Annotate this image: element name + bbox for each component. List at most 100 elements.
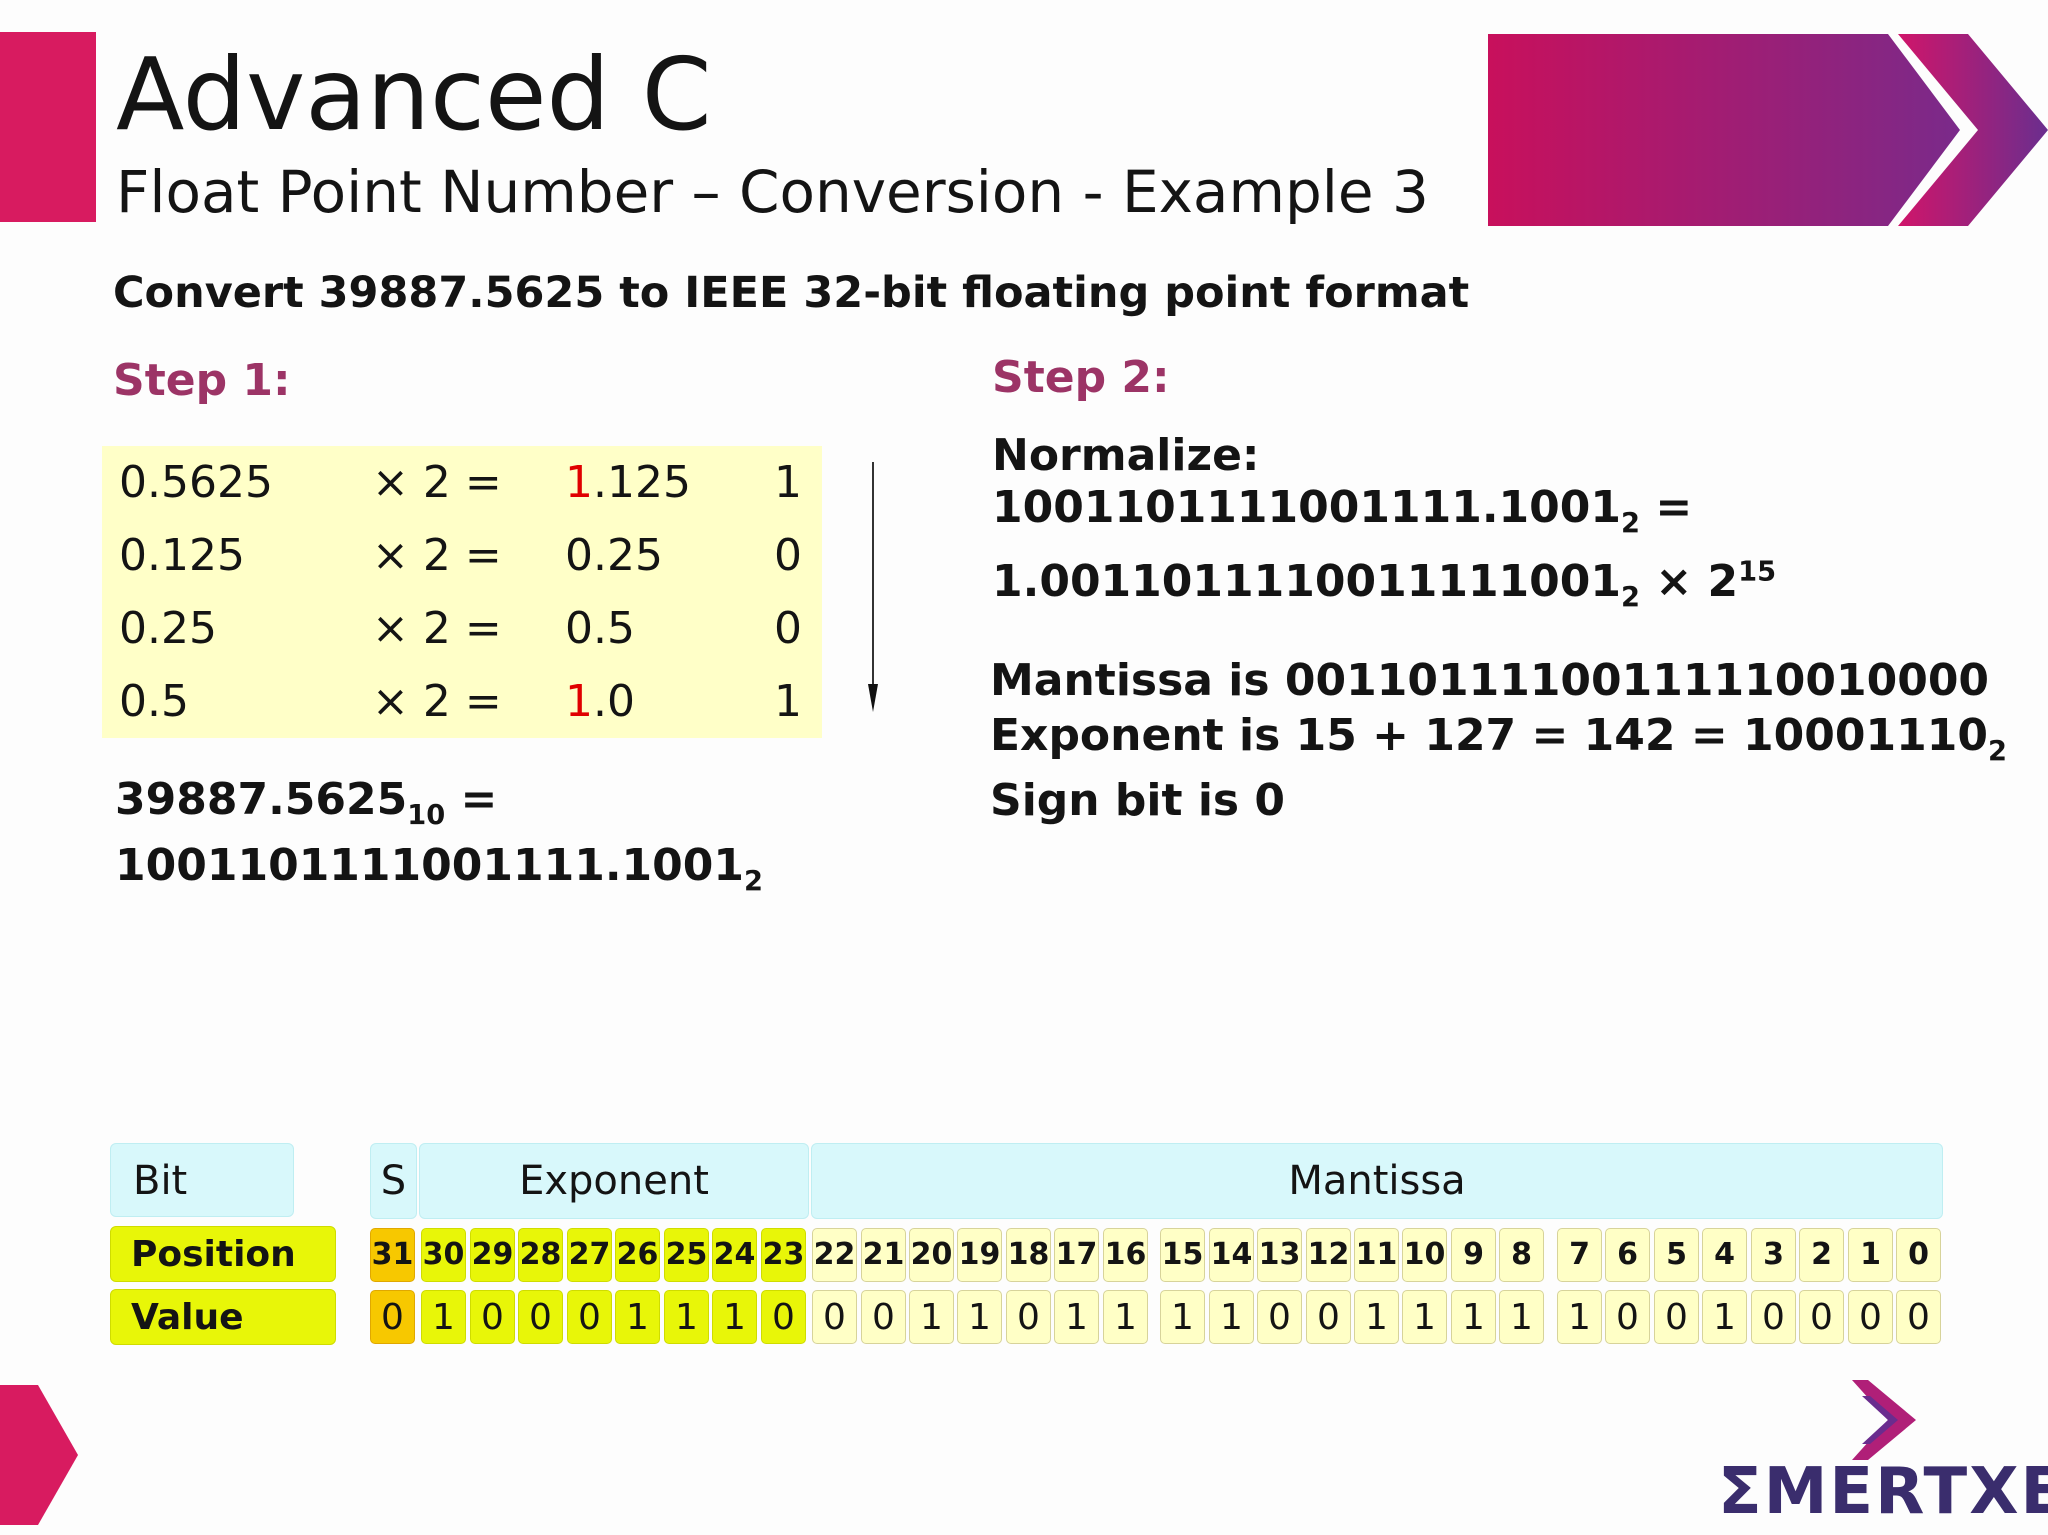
integer-part: 1: [565, 676, 593, 727]
bit-value-cell: 0: [1306, 1290, 1351, 1344]
bit-value-cell: 1: [1209, 1290, 1254, 1344]
product-value: 0.5: [565, 592, 635, 665]
bit-value-cell: 1: [909, 1290, 954, 1344]
bit-position-cell: 0: [1896, 1228, 1941, 1282]
bit-position-cell: 11: [1354, 1228, 1399, 1282]
bit-position-cell: 1: [1848, 1228, 1893, 1282]
bit-position-cell: 9: [1451, 1228, 1496, 1282]
binary-value: 1001101111001111.1001: [115, 840, 745, 891]
bit-value-cell: 0: [567, 1290, 612, 1344]
fraction-part: .5: [593, 603, 635, 654]
bit-value-cell: 1: [1402, 1290, 1447, 1344]
chevron-banner-icon: [1488, 34, 2048, 226]
bit-position-cell: 27: [567, 1228, 612, 1282]
bit-value-cell: 0: [1848, 1290, 1893, 1344]
bit-position-cell: 12: [1306, 1228, 1351, 1282]
bit-value-cell: 1: [1160, 1290, 1205, 1344]
bit-value-cell: 1: [1702, 1290, 1747, 1344]
multiplication-table: 0.5625 × 2 = 1.125 1 0.125 × 2 = 0.25 0 0.25 × 2 …: [102, 446, 822, 738]
bit-value-cell: 0: [761, 1290, 806, 1344]
product-value: 1.125: [565, 446, 691, 519]
value-row-label: Value: [110, 1289, 336, 1345]
multiply-op: × 2 =: [372, 676, 502, 727]
binary-result: 1001101111001111.10012: [115, 836, 763, 912]
sign-header: S: [370, 1143, 417, 1219]
equals-sign: =: [445, 774, 498, 825]
base-subscript: 10: [407, 799, 446, 831]
bit-position-cell: 7: [1557, 1228, 1602, 1282]
bit-position-cell: 20: [909, 1228, 954, 1282]
multiply-op: × 2 =: [372, 457, 502, 508]
base-subscript: 2: [744, 865, 764, 897]
bit-position-cell: 13: [1257, 1228, 1302, 1282]
base-subscript: 2: [1987, 735, 2007, 767]
bit-position-cell: 4: [1702, 1228, 1747, 1282]
bit-position-cell: 22: [812, 1228, 857, 1282]
bit-value-cell: 0: [1605, 1290, 1650, 1344]
multiplication-row: 0.125 × 2 = 0.25 0: [102, 519, 822, 592]
question-text: Convert 39887.5625 to IEEE 32-bit floati…: [113, 268, 1470, 318]
bit-value-cell: 0: [518, 1290, 563, 1344]
multiply-op: × 2 =: [372, 530, 502, 581]
exponent-line: Exponent is 15 + 127 = 142 = 100011102: [990, 710, 2007, 767]
normalize-line1: 1001101111001111.10012 =: [992, 482, 1692, 539]
bit-value-cell: 1: [1557, 1290, 1602, 1344]
normalized-value: 1.0011011110011111001: [992, 556, 1622, 607]
bit-header: Bit: [110, 1143, 294, 1217]
mantissa-line: Mantissa is 00110111100111110010000: [990, 655, 1990, 706]
bit-value-cell: 1: [1499, 1290, 1544, 1344]
bit-position-cell: 14: [1209, 1228, 1254, 1282]
bit-value-cell: 0: [1799, 1290, 1844, 1344]
multiplication-row: 0.5625 × 2 = 1.125 1: [102, 446, 822, 519]
product-value: 0.25: [565, 519, 663, 592]
bit-position-cell: 31: [370, 1228, 415, 1282]
extracted-bit: 1: [774, 457, 802, 508]
logo-icon: [1852, 1380, 1916, 1460]
decimal-value: 39887.5625: [115, 774, 408, 825]
bit-position-cell: 28: [518, 1228, 563, 1282]
bit-position-cell: 23: [761, 1228, 806, 1282]
extracted-bit: 1: [774, 676, 802, 727]
multiplication-row: 0.5 × 2 = 1.0 1: [102, 665, 822, 738]
bit-value-cell: 1: [615, 1290, 660, 1344]
bit-position-cell: 6: [1605, 1228, 1650, 1282]
bit-value-cell: 1: [712, 1290, 757, 1344]
accent-bar: [0, 32, 96, 222]
corner-arrow-icon: [0, 1385, 78, 1525]
sign-line: Sign bit is 0: [990, 775, 1286, 826]
integer-part: 1: [565, 457, 593, 508]
bit-position-cell: 29: [470, 1228, 515, 1282]
bit-position-cell: 17: [1054, 1228, 1099, 1282]
product-value: 1.0: [565, 665, 635, 738]
mantissa-header: Mantissa: [811, 1143, 1943, 1219]
bit-position-cell: 10: [1402, 1228, 1447, 1282]
bit-value-cell: 1: [1103, 1290, 1148, 1344]
normalize-line2: 1.00110111100111110012 × 215: [992, 556, 1776, 613]
times-two: × 2: [1640, 556, 1739, 607]
bit-position-cell: 2: [1799, 1228, 1844, 1282]
bit-value-cell: 0: [1751, 1290, 1796, 1344]
position-row-label: Position: [110, 1226, 336, 1282]
binary-value: 1001101111001111.1001: [992, 482, 1622, 533]
fraction-part: .0: [593, 676, 635, 727]
bit-value-cell: 1: [1054, 1290, 1099, 1344]
base-subscript: 2: [1621, 507, 1641, 539]
equals-sign: =: [1640, 482, 1693, 533]
bit-position-cell: 15: [1160, 1228, 1205, 1282]
bit-value-cell: 1: [1451, 1290, 1496, 1344]
slide-title: Advanced C: [116, 36, 712, 153]
fraction-value: 0.25: [119, 603, 217, 654]
exponent-superscript: 15: [1738, 556, 1777, 588]
down-arrow-icon: [868, 462, 878, 712]
multiply-op: × 2 =: [372, 603, 502, 654]
bit-position-cell: 16: [1103, 1228, 1148, 1282]
exponent-text: Exponent is 15 + 127 = 142 = 10001110: [990, 710, 1988, 761]
bit-value-cell: 0: [1257, 1290, 1302, 1344]
slide-subtitle: Float Point Number – Conversion - Exampl…: [116, 158, 1429, 226]
extracted-bit: 0: [774, 603, 802, 654]
bit-position-cell: 24: [712, 1228, 757, 1282]
bit-position-cell: 8: [1499, 1228, 1544, 1282]
bit-position-cell: 3: [1751, 1228, 1796, 1282]
step1-label: Step 1:: [113, 355, 291, 406]
fraction-part: .125: [593, 457, 691, 508]
